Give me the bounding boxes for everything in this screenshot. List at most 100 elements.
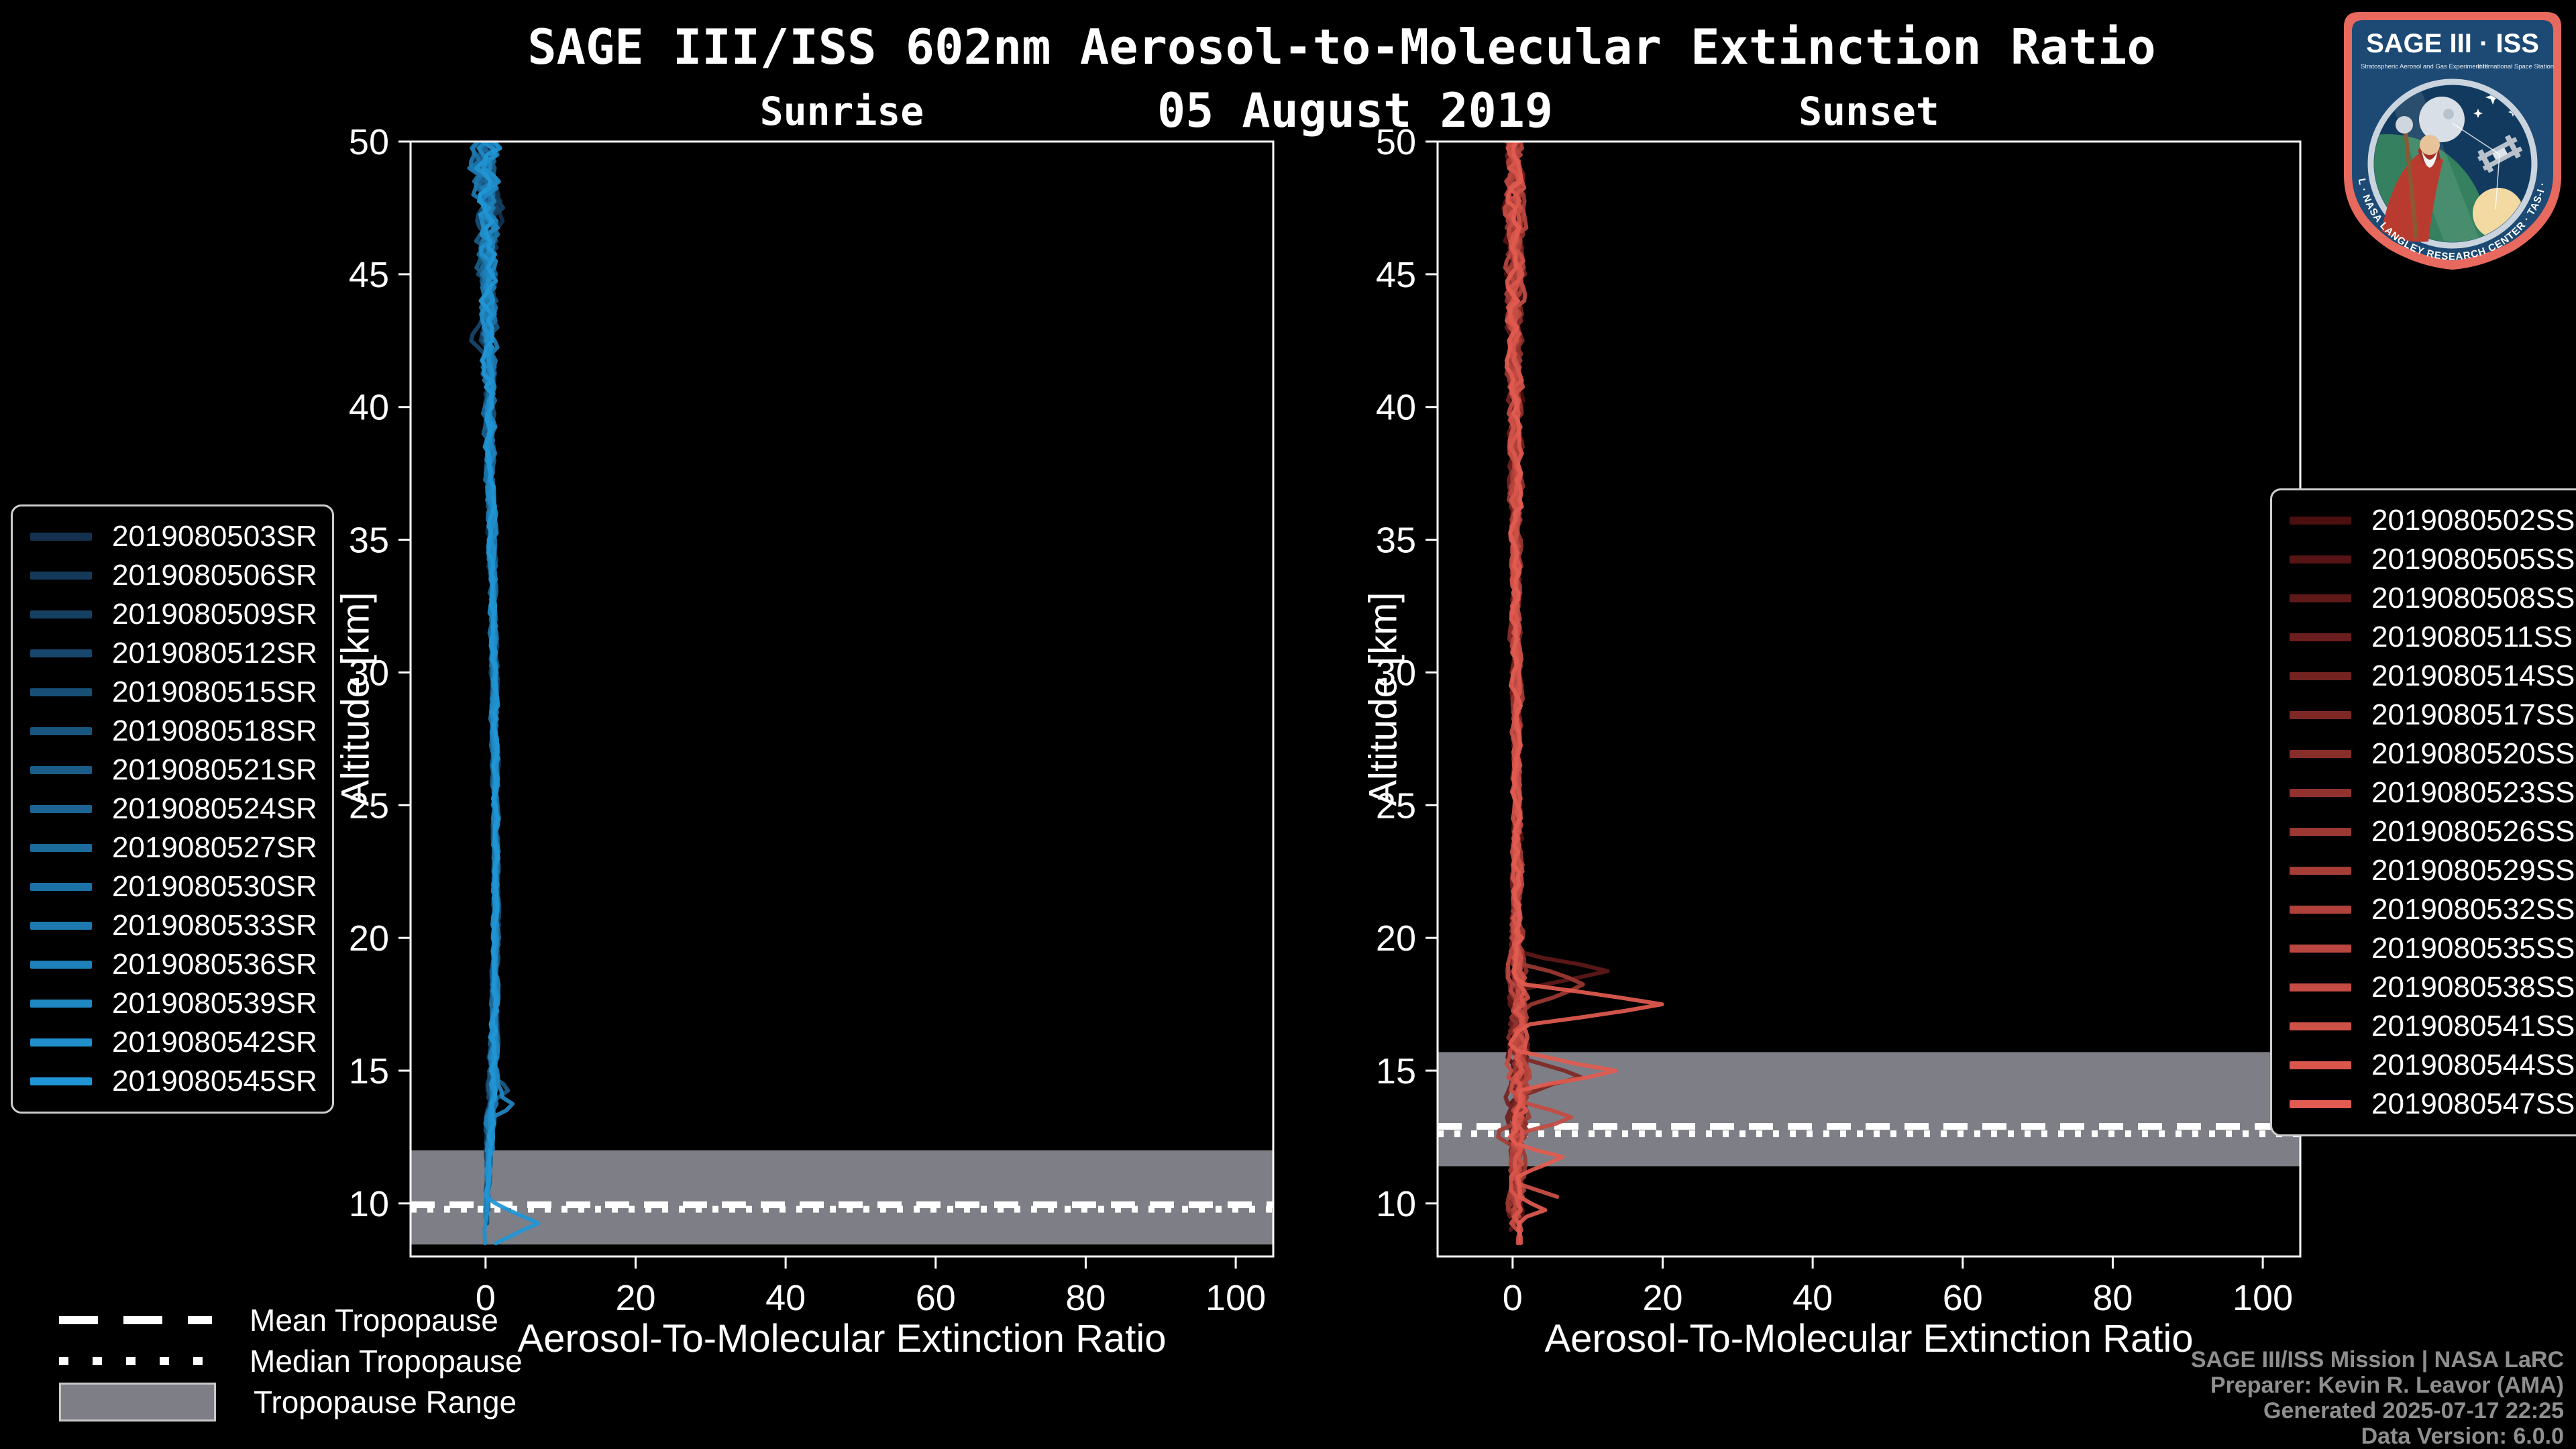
tropopause-legend-label: Median Tropopause <box>250 1344 523 1379</box>
legend-item-2019080541SS: 2019080541SS <box>2290 1007 2575 1046</box>
legend-swatch-2019080515SR <box>30 688 92 696</box>
legend-label: 2019080521SR <box>112 753 317 786</box>
legend-swatch-2019080502SS <box>2290 517 2351 525</box>
legend-label: 2019080520SS <box>2371 737 2575 770</box>
legend-swatch-2019080535SS <box>2290 945 2351 953</box>
sunset-y-tick-label-30: 30 <box>1376 653 1416 693</box>
sunset-y-tick-label-15: 15 <box>1376 1051 1416 1091</box>
legend-swatch-2019080544SS <box>2290 1061 2351 1069</box>
legend-label: 2019080539SR <box>112 987 317 1020</box>
sunrise-x-tick-label-100: 100 <box>1205 1278 1266 1318</box>
legend-swatch-2019080541SS <box>2290 1022 2351 1030</box>
legend-label: 2019080508SS <box>2371 582 2575 614</box>
legend-label: 2019080526SS <box>2371 815 2575 848</box>
legend-item-2019080503SR: 2019080503SR <box>30 517 317 556</box>
legend-item-2019080514SS: 2019080514SS <box>2290 657 2575 696</box>
tropopause-legend-item-dotted: Median Tropopause <box>59 1341 523 1381</box>
sunset-y-tick-label-35: 35 <box>1376 521 1416 561</box>
legend-swatch-2019080545SR <box>30 1077 92 1085</box>
logo-subtitle-left: Stratospheric Aerosol and Gas Experiment… <box>2361 63 2488 70</box>
sunset-x-tick-label-40: 40 <box>1792 1278 1833 1318</box>
tropopause-legend-item-band: Tropopause Range <box>59 1382 523 1422</box>
sunset-y-tick-label-10: 10 <box>1376 1184 1416 1224</box>
legend-swatch-2019080529SS <box>2290 867 2351 875</box>
legend-swatch-2019080533SR <box>30 922 92 930</box>
legend-label: 2019080541SS <box>2371 1010 2575 1042</box>
legend-swatch-2019080503SR <box>30 533 92 541</box>
legend-label: 2019080530SR <box>112 870 317 903</box>
legend-swatch-2019080523SS <box>2290 789 2351 797</box>
sunset-legend: 2019080502SS 2019080505SS 2019080508SS 2019… <box>2270 488 2576 1136</box>
sage-iii-iss-logo: SAGE III · ISS Stratospheric Aerosol and… <box>2340 8 2561 270</box>
sunrise-plot-border <box>409 140 1275 1258</box>
sunrise-panel-title: Sunrise <box>759 89 924 134</box>
legend-item-2019080533SR: 2019080533SR <box>30 906 317 945</box>
legend-item-2019080502SS: 2019080502SS <box>2290 501 2575 540</box>
legend-swatch-2019080512SR <box>30 649 92 657</box>
legend-label: 2019080544SS <box>2371 1049 2575 1081</box>
logo-iss <box>2477 134 2523 173</box>
sunset-y-tick-label-40: 40 <box>1376 388 1416 428</box>
sunset-panel: 0 20 40 60 80 100 10 15 20 25 30 35 40 45 50 <box>1376 122 2302 1318</box>
sunset-x-tick-label-60: 60 <box>1943 1278 1983 1318</box>
legend-label: 2019080527SR <box>112 831 317 864</box>
sunrise-y-tick-label-45: 45 <box>349 255 389 295</box>
legend-swatch-2019080514SS <box>2290 672 2351 680</box>
sunrise-y-tick-label-30: 30 <box>349 653 389 693</box>
sunrise-x-tick-label-40: 40 <box>765 1278 806 1318</box>
sunrise-y-tick-label-10: 10 <box>349 1184 389 1224</box>
logo-moon-crater <box>2443 109 2454 119</box>
legend-swatch-2019080539SR <box>30 1000 92 1008</box>
logo-title: SAGE III · ISS <box>2366 29 2539 58</box>
legend-item-2019080538SS: 2019080538SS <box>2290 968 2575 1007</box>
legend-label: 2019080506SR <box>112 559 317 592</box>
legend-item-2019080544SS: 2019080544SS <box>2290 1046 2575 1085</box>
legend-label: 2019080547SS <box>2371 1087 2575 1120</box>
figure-title: SAGE III/ISS 602nm Aerosol-to-Molecular … <box>527 19 2156 75</box>
legend-item-2019080545SR: 2019080545SR <box>30 1062 317 1101</box>
legend-item-2019080511SS: 2019080511SS <box>2290 618 2575 657</box>
legend-label: 2019080518SR <box>112 714 317 747</box>
legend-swatch-2019080542SR <box>30 1038 92 1046</box>
sunrise-x-tick-label-20: 20 <box>615 1278 655 1318</box>
sunset-x-tick-label-100: 100 <box>2233 1278 2293 1318</box>
legend-swatch-2019080517SS <box>2290 711 2351 719</box>
sunset-x-tick-label-80: 80 <box>2092 1278 2133 1318</box>
legend-label: 2019080517SS <box>2371 698 2575 731</box>
legend-swatch-2019080520SS <box>2290 750 2351 758</box>
legend-item-2019080542SR: 2019080542SR <box>30 1023 317 1062</box>
legend-label: 2019080523SS <box>2371 776 2575 809</box>
sunset-y-tick-label-25: 25 <box>1376 786 1416 826</box>
legend-label: 2019080502SS <box>2371 504 2575 537</box>
legend-label: 2019080538SS <box>2371 971 2575 1004</box>
sunset-y-tick-label-20: 20 <box>1376 918 1416 959</box>
legend-item-2019080505SS: 2019080505SS <box>2290 540 2575 579</box>
legend-item-2019080517SS: 2019080517SS <box>2290 696 2575 735</box>
legend-label: 2019080511SS <box>2371 621 2573 653</box>
sunset-x-tick-label-0: 0 <box>1503 1278 1523 1318</box>
sunrise-series-2019080545SR <box>474 142 541 1246</box>
sunrise-x-tick-label-80: 80 <box>1065 1278 1106 1318</box>
sunset-panel-title: Sunset <box>1799 89 1939 134</box>
logo-subtitle-right: International Space Station <box>2477 63 2554 70</box>
legend-swatch-2019080518SR <box>30 727 92 735</box>
tropopause-dotted-sample <box>59 1357 212 1365</box>
legend-swatch-2019080511SS <box>2290 633 2351 641</box>
sunrise-x-tick-label-0: 0 <box>476 1278 496 1318</box>
legend-swatch-2019080532SS <box>2290 906 2351 914</box>
legend-item-2019080521SR: 2019080521SR <box>30 751 317 790</box>
sunset-series-2019080547SS <box>1504 142 1664 1246</box>
sunrise-y-tick-label-50: 50 <box>349 122 389 162</box>
attribution-block: SAGE III/ISS Mission | NASA LaRC Preparer… <box>2191 1347 2564 1449</box>
legend-swatch-2019080526SS <box>2290 828 2351 836</box>
attribution-line-1: SAGE III/ISS Mission | NASA LaRC <box>2190 1347 2564 1373</box>
logo-moon <box>2419 97 2465 142</box>
sunrise-x-tick-label-60: 60 <box>916 1278 956 1318</box>
legend-item-2019080512SR: 2019080512SR <box>30 634 317 673</box>
sunrise-y-tick-label-15: 15 <box>349 1051 389 1091</box>
legend-item-2019080532SS: 2019080532SS <box>2290 890 2575 929</box>
legend-item-2019080535SS: 2019080535SS <box>2290 929 2575 968</box>
sunrise-y-tick-label-25: 25 <box>349 786 389 826</box>
legend-item-2019080536SR: 2019080536SR <box>30 945 317 984</box>
